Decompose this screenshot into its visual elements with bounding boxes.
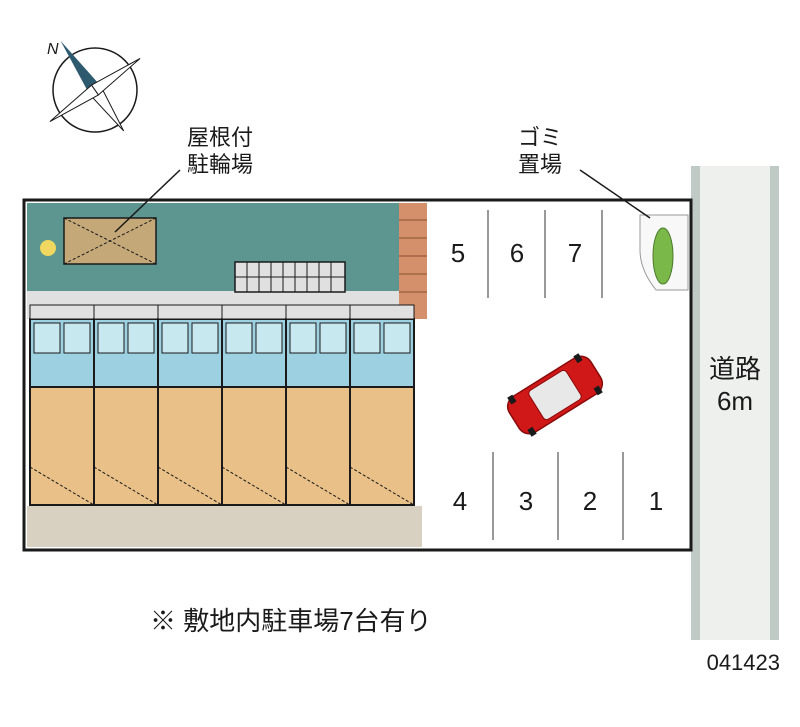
unit-3 (158, 305, 222, 505)
parking-num-1: 1 (649, 486, 663, 516)
unit-6 (350, 305, 414, 505)
compass-icon: N (16, 9, 169, 162)
garbage-label-1: ゴミ (518, 125, 562, 150)
road-label-2: 6m (717, 386, 753, 416)
unit-4 (222, 305, 286, 505)
parking-num-5: 5 (451, 238, 465, 268)
parking-note: ※ 敷地内駐車場7台有り (150, 606, 432, 636)
road-label-1: 道路 (709, 354, 761, 384)
gravel-strip (27, 506, 422, 547)
bike-label-2: 駐輪場 (187, 152, 253, 177)
parking-num-6: 6 (510, 238, 524, 268)
site-plan-diagram: 5 6 7 4 3 2 1 N 屋根付 駐輪場 ゴミ 置場 道路 6m ※ 敷地… (0, 0, 800, 727)
unit-1 (30, 305, 94, 505)
parking-num-2: 2 (583, 486, 597, 516)
bike-label-1: 屋根付 (187, 125, 253, 150)
apartment-units (30, 305, 414, 505)
stairs-icon (235, 262, 345, 292)
garbage-label-2: 置場 (518, 152, 562, 177)
parking-num-7: 7 (568, 238, 582, 268)
plan-id: 041423 (707, 650, 780, 675)
parking-num-4: 4 (453, 486, 467, 516)
unit-5 (286, 305, 350, 505)
compass-n-label: N (47, 41, 59, 58)
parking-num-3: 3 (519, 486, 533, 516)
unit-2 (94, 305, 158, 505)
